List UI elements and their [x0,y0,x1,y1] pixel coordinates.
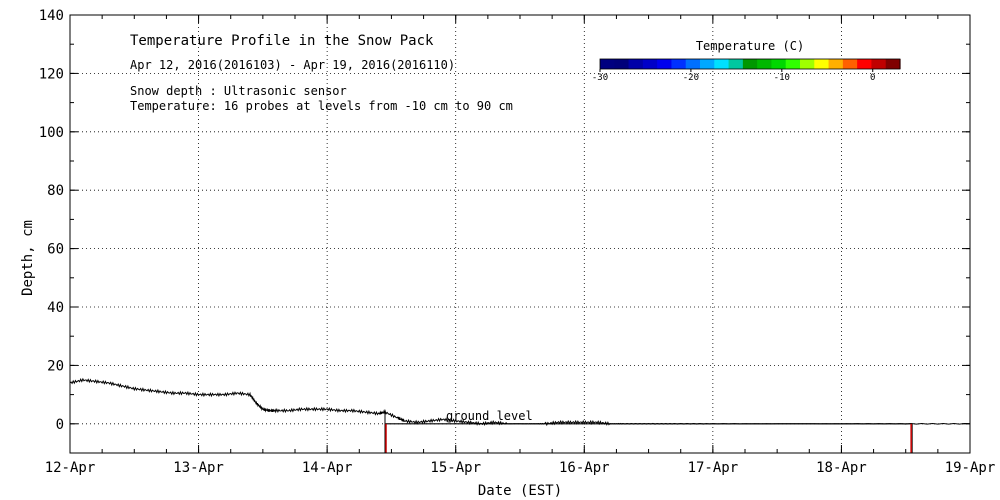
colorbar: Temperature (C) -30 -20 -10 0 [592,39,901,83]
x-axis-label: Date (EST) [478,483,562,499]
chart-subtitle: Apr 12, 2016(2016103) - Apr 19, 2016(201… [130,58,455,72]
colorbar-tick-label: -10 [774,73,790,83]
colorbar-cell [814,59,830,69]
colorbar-cell [828,59,844,69]
colorbar-tick-label: -20 [683,73,699,83]
y-tick-label: 20 [47,358,64,374]
colorbar-title: Temperature (C) [696,39,804,53]
x-tick-label: 13-Apr [173,460,224,476]
colorbar-cell [885,59,901,69]
y-tick-label: 60 [47,242,64,258]
colorbar-cell [700,59,715,69]
colorbar-cell [614,59,630,69]
colorbar-cell [871,59,887,69]
note-temperature: Temperature: 16 probes at levels from -1… [130,99,513,113]
y-tick-label: 140 [39,8,64,24]
colorbar-cell [800,59,815,69]
y-tick-label: 100 [39,125,64,141]
plot-frame [69,14,971,454]
colorbar-cells [599,58,901,70]
y-tick-label: 0 [56,417,64,433]
colorbar-tick-label: -30 [592,73,608,83]
colorbar-cell [785,59,801,69]
x-tick-label: 15-Apr [430,460,481,476]
colorbar-tick-label: 0 [870,73,875,83]
y-tick-label: 80 [47,183,64,199]
ground-level-annotation: ground level [446,409,533,423]
colorbar-cell [728,59,744,69]
x-tick-label: 19-Apr [945,460,996,476]
series-layer [69,377,971,453]
colorbar-cell [714,59,730,69]
x-tick-label: 12-Apr [45,460,96,476]
x-tick-label: 17-Apr [688,460,739,476]
colorbar-cell [857,59,873,69]
colorbar-cell [842,59,858,69]
colorbar-cell [600,59,615,69]
colorbar-cell [628,59,644,69]
colorbar-cell [757,59,773,69]
grid [70,14,970,453]
axis-ticks: 0 20 40 60 80 100 120 140 12-Apr 13-Apr 14-Apr 15-A… [39,8,996,476]
colorbar-cell [685,59,701,69]
note-snow-depth: Snow depth : Ultrasonic sensor [130,84,347,98]
colorbar-cell [642,59,658,69]
y-axis-label: Depth, cm [20,220,36,296]
x-tick-label: 14-Apr [302,460,353,476]
colorbar-cell [742,59,758,69]
colorbar-ticks: -30 -20 -10 0 [592,69,875,83]
colorbar-cell [771,59,787,69]
colorbar-cell [657,59,673,69]
x-tick-label: 16-Apr [559,460,610,476]
y-tick-label: 120 [39,66,64,82]
chart-title: Temperature Profile in the Snow Pack [130,33,434,49]
y-tick-label: 40 [47,300,64,316]
x-tick-label: 18-Apr [816,460,867,476]
colorbar-cell [671,59,687,69]
colorbar-frame [599,58,901,70]
